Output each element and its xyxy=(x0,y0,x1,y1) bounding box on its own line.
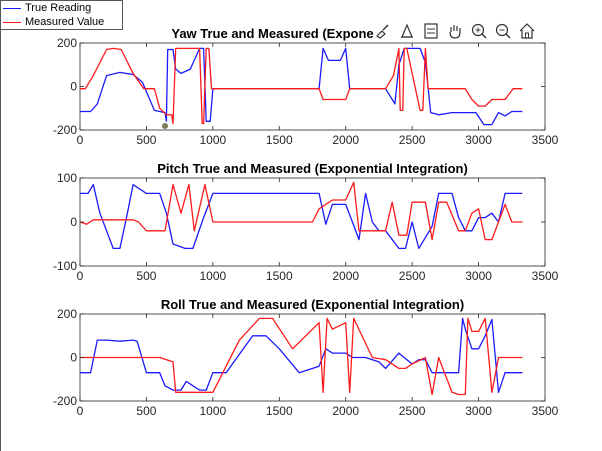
yaw-xtick-label: 500 xyxy=(136,133,156,147)
yaw-chart-title: Yaw True and Measured (Expone xyxy=(171,26,373,41)
yaw-xtick-label: 3500 xyxy=(532,133,559,147)
yaw-ytick-label: 200 xyxy=(57,36,77,50)
yaw-ytick-label: 0 xyxy=(70,80,77,94)
pitch-series-measured-value xyxy=(79,181,523,241)
yaw-xtick-label: 3000 xyxy=(465,133,492,147)
roll-xtick-label: 2000 xyxy=(332,404,359,418)
yaw-ytick-label: -200 xyxy=(53,123,77,137)
figure-left-edge xyxy=(0,30,1,451)
legend-label-measured: Measured Value xyxy=(25,16,105,28)
pitch-xtick-label: 3500 xyxy=(532,269,559,283)
roll-xtick-label: 2500 xyxy=(399,404,426,418)
yaw-axes-box xyxy=(79,42,546,131)
roll-xtick-label: 500 xyxy=(136,404,156,418)
legend-entry-true: True Reading xyxy=(3,2,91,15)
axes-toolbar xyxy=(372,20,538,42)
roll-series-measured-value xyxy=(80,317,523,396)
legend-swatch-measured xyxy=(3,21,21,23)
pitch-xtick-label: 1000 xyxy=(200,269,227,283)
legend-label-true: True Reading xyxy=(25,2,92,14)
yaw-series-measured-value xyxy=(80,47,523,125)
pitch-xtick-label: 0 xyxy=(77,269,84,283)
yaw-xtick-label: 1000 xyxy=(200,133,227,147)
pitch-ytick-label: 0 xyxy=(70,215,77,229)
pitch-xtick-label: 2500 xyxy=(399,269,426,283)
roll-xtick-label: 3000 xyxy=(465,404,492,418)
roll-ytick-label: 200 xyxy=(57,307,77,321)
pan-hand-icon[interactable] xyxy=(444,20,466,42)
pitch-xtick-label: 500 xyxy=(136,269,156,283)
roll-chart-title: Roll True and Measured (Exponential Inte… xyxy=(161,297,464,312)
zoom-in-icon[interactable] xyxy=(468,20,490,42)
datatip-marker xyxy=(162,123,168,129)
legend-swatch-true xyxy=(3,7,21,9)
zoom-out-icon[interactable] xyxy=(492,20,514,42)
yaw-xtick-label: 0 xyxy=(77,133,84,147)
yaw-xtick-label: 2500 xyxy=(399,133,426,147)
roll-ytick-label: 0 xyxy=(70,351,77,365)
legend-icon[interactable] xyxy=(420,20,442,42)
roll-xtick-label: 3500 xyxy=(532,404,559,418)
brush-icon[interactable] xyxy=(372,20,394,42)
pitch-chart-title: Pitch True and Measured (Exponential Int… xyxy=(157,161,468,176)
legend-entry-measured: Measured Value xyxy=(3,16,104,29)
pitch-ytick-label: -100 xyxy=(53,259,77,273)
pitch-xtick-label: 3000 xyxy=(465,269,492,283)
pitch-series-true-reading xyxy=(80,183,523,250)
yaw-xtick-label: 1500 xyxy=(266,133,293,147)
pitch-ytick-label: 100 xyxy=(57,171,77,185)
yaw-xtick-label: 2000 xyxy=(332,133,359,147)
roll-xtick-label: 1500 xyxy=(266,404,293,418)
roll-ytick-label: -200 xyxy=(53,394,77,408)
pitch-xtick-label: 1500 xyxy=(266,269,293,283)
roll-xtick-label: 0 xyxy=(77,404,84,418)
pitch-xtick-label: 2000 xyxy=(332,269,359,283)
roll-xtick-label: 1000 xyxy=(200,404,227,418)
home-icon[interactable] xyxy=(516,20,538,42)
legend[interactable]: True Reading Measured Value xyxy=(0,0,123,30)
data-tip-icon[interactable] xyxy=(396,20,418,42)
